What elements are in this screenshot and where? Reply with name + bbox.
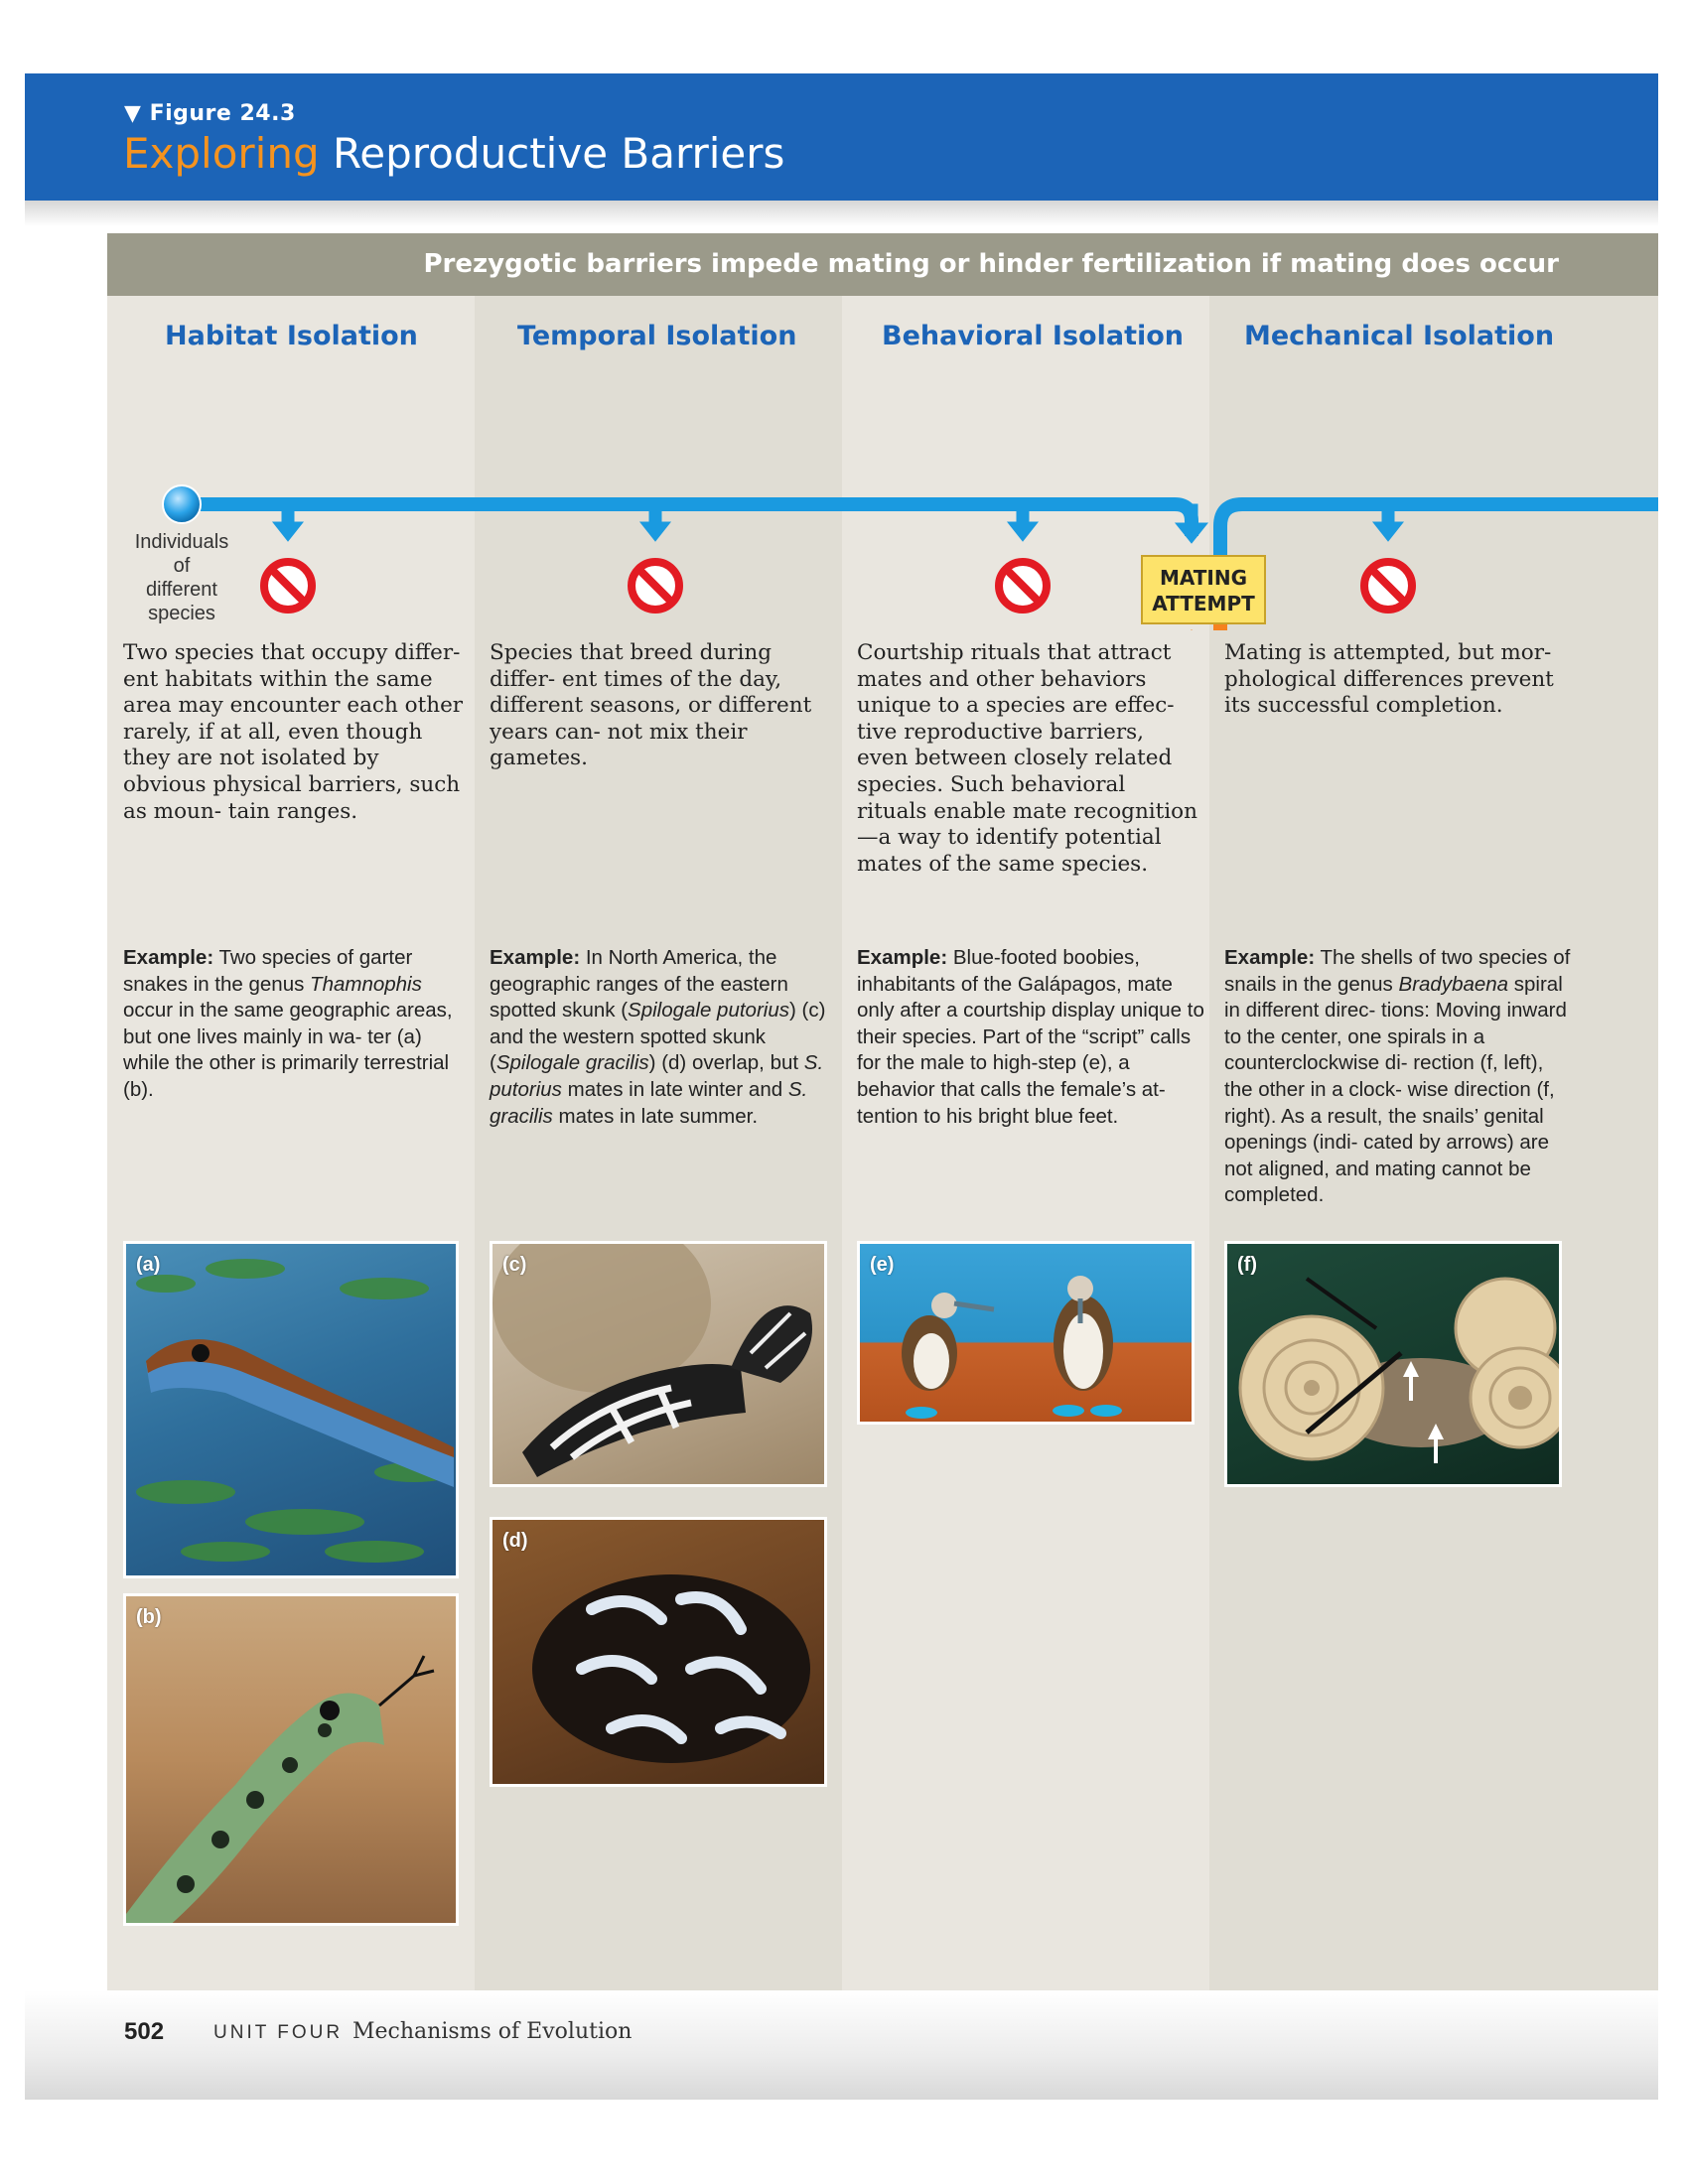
snail-right-shell (1454, 1277, 1559, 1449)
figure-content: Prezygotic barriers impede mating or hin… (107, 233, 1658, 1990)
photo-c-eastern-skunk: (c) (490, 1241, 827, 1487)
stop-icon-1 (260, 558, 316, 614)
orange-arrow-mating (1191, 629, 1193, 630)
svg-text:Individuals: Individuals (135, 531, 229, 553)
booby-left (902, 1293, 995, 1419)
example-habitat: Example: Two species of garter snakes in… (123, 946, 453, 1101)
stop-icon-4 (1360, 558, 1416, 614)
unit-label: UNIT FOUR (213, 2022, 344, 2043)
example-temporal: Example: In North America, the geographi… (490, 946, 826, 1128)
orange-path-continued (1213, 586, 1227, 630)
example-behavioral: Example: Blue-footed boobies, inhabitant… (857, 946, 1204, 1128)
example-label: Example: (123, 946, 214, 969)
description-behavioral: Courtship rituals that attract mates and… (857, 640, 1197, 877)
mating-attempt-box: MATING ATTEMPT (1141, 555, 1266, 624)
prezygotic-banner: Prezygotic barriers impede mating or hin… (107, 233, 1658, 296)
stop-icons (260, 558, 1416, 614)
photo-e-blue-footed-boobies: (e) (857, 1241, 1195, 1425)
svg-text:different: different (146, 579, 217, 601)
description-temporal: Species that breed during differ- ent ti… (490, 640, 812, 771)
photo-d-western-skunk: (d) (490, 1517, 827, 1787)
photo-label-d: (d) (502, 1530, 528, 1552)
example-label: Example: (857, 946, 948, 969)
stop-icon-3 (995, 558, 1051, 614)
example-label: Example: (1224, 946, 1316, 969)
figure-header: ▼ Figure 24.3 Exploring Reproductive Bar… (25, 73, 1658, 201)
snail-left-shell (1238, 1314, 1385, 1461)
column-band-mechanical (1209, 233, 1658, 1990)
photo-label-b: (b) (136, 1606, 162, 1628)
description-habitat: Two species that occupy differ- ent habi… (123, 640, 464, 824)
mating-text-line1: MATING (1160, 566, 1247, 590)
description-mechanical: Mating is attempted, but mor- phological… (1224, 640, 1554, 719)
photo-label-e: (e) (870, 1254, 895, 1276)
blue-arrow-4 (1371, 503, 1405, 542)
heading-mechanical-isolation: Mechanical Isolation (1244, 321, 1555, 351)
blue-arrow-mating (1174, 503, 1209, 544)
blue-arrow-1 (271, 503, 305, 542)
photo-b-terrestrial-snake: (b) (123, 1593, 459, 1926)
example-mechanical: Example: The shells of two species of sn… (1224, 946, 1571, 1207)
blue-arrow-2 (638, 503, 672, 542)
barrier-flow-diagram: MATING ATTEMPT Individuals of different … (135, 484, 1658, 630)
header-shadow (25, 201, 1658, 226)
figure-label: ▼ Figure 24.3 (124, 101, 296, 126)
blue-species-path (187, 497, 1198, 536)
blue-path-continued (1213, 497, 1658, 630)
title-highlight: Exploring (123, 129, 320, 178)
genital-opening-arrows (1403, 1361, 1444, 1463)
photo-label-f: (f) (1237, 1254, 1257, 1276)
heading-temporal-isolation: Temporal Isolation (517, 321, 797, 351)
figure-title: Exploring Reproductive Barriers (123, 129, 784, 178)
mating-text-line2: ATTEMPT (1152, 592, 1255, 615)
heading-behavioral-isolation: Behavioral Isolation (882, 321, 1185, 351)
blue-arrows (271, 503, 1405, 544)
page-footer: 502 UNIT FOUR Mechanisms of Evolution (25, 1990, 1658, 2100)
page-number: 502 (124, 2018, 165, 2045)
banner-text: Prezygotic barriers impede mating or hin… (423, 249, 1559, 279)
blue-species-circle (162, 484, 202, 524)
stop-icon-2 (628, 558, 683, 614)
photo-a-water-snake: (a) (123, 1241, 459, 1578)
booby-right (1053, 1276, 1122, 1417)
example-label: Example: (490, 946, 581, 969)
photo-label-a: (a) (136, 1254, 161, 1276)
heading-habitat-isolation: Habitat Isolation (165, 321, 418, 351)
chapter-title: Mechanisms of Evolution (352, 2019, 633, 2044)
orange-arrows (1191, 629, 1193, 630)
photo-label-c: (c) (502, 1254, 527, 1276)
svg-text:species: species (148, 603, 215, 624)
blue-arrow-3 (1006, 503, 1040, 542)
title-rest: Reproductive Barriers (333, 129, 785, 178)
svg-text:of: of (174, 555, 191, 577)
photo-f-snails: (f) (1224, 1241, 1562, 1487)
individuals-label: Individuals of different species (135, 531, 229, 624)
